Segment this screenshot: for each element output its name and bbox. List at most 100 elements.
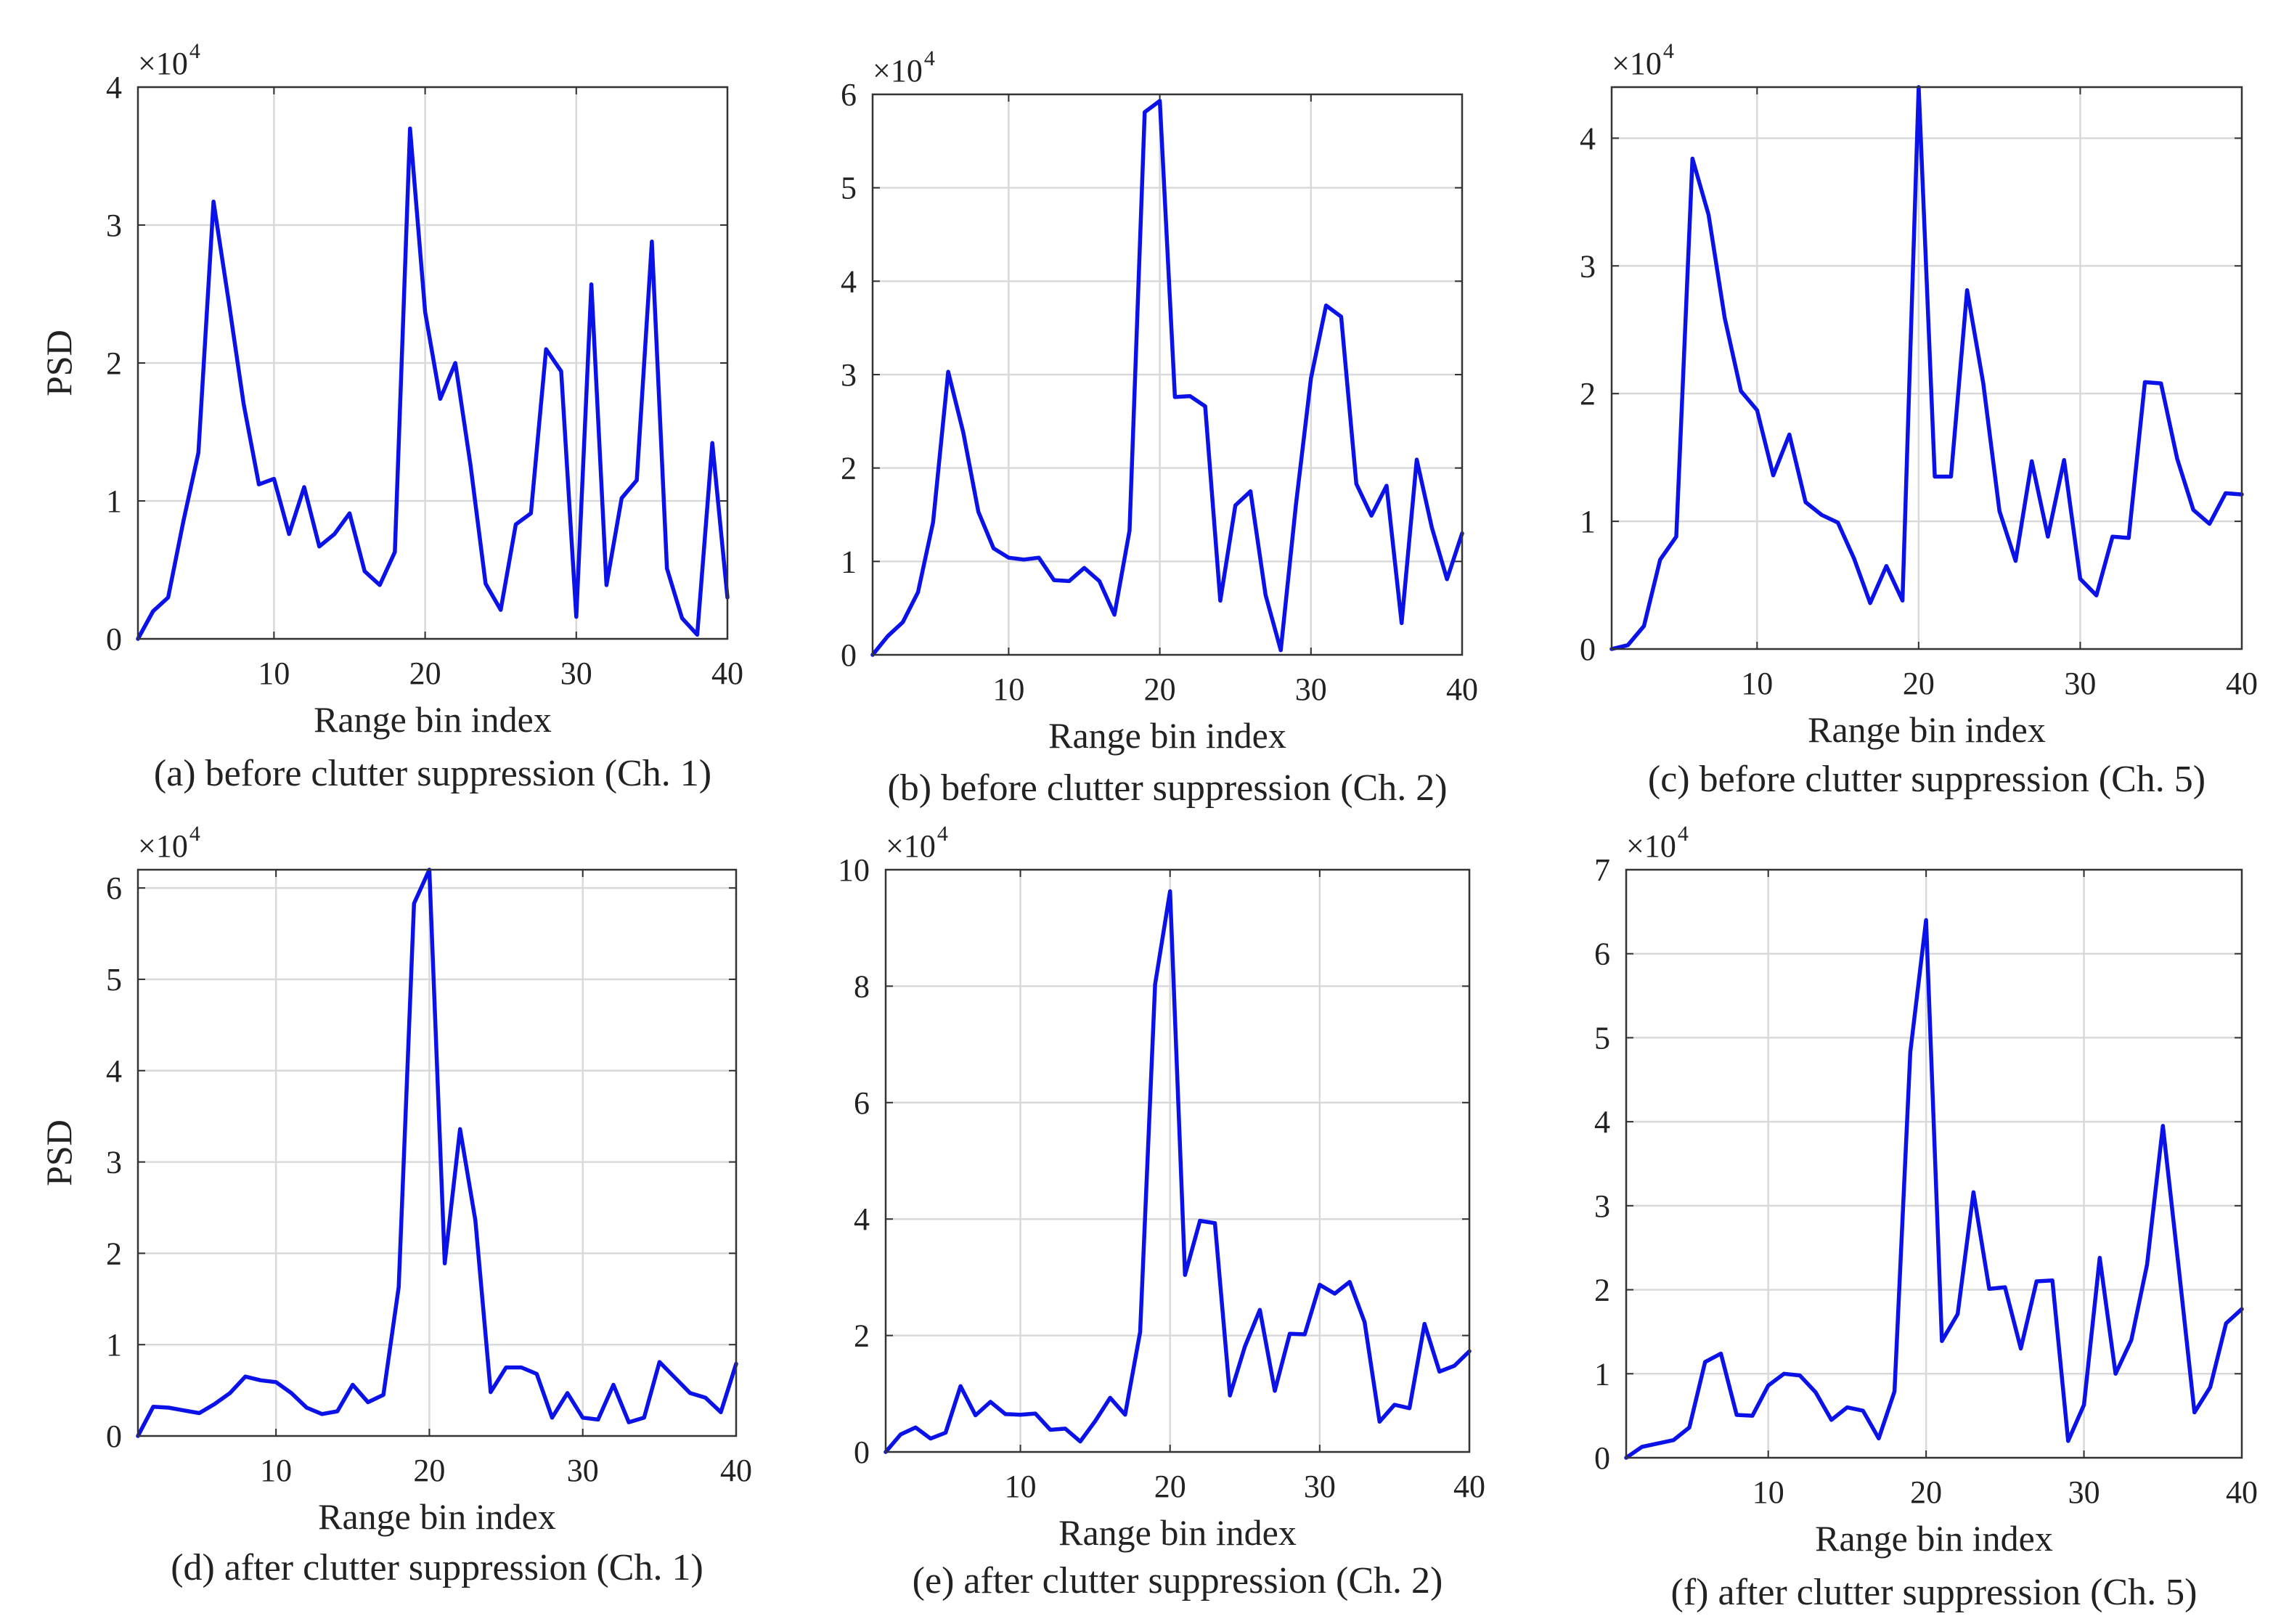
chart-5-point-38 — [2224, 1322, 2227, 1325]
chart-3-point-36 — [689, 1392, 692, 1395]
chart-1-point-36 — [1416, 458, 1419, 461]
chart-0-point-27 — [544, 348, 547, 351]
chart-1-ytick-label-6: 6 — [841, 77, 857, 113]
chart-4-point-11 — [1049, 1429, 1052, 1432]
chart-2-point-33 — [2143, 380, 2146, 383]
chart-3-point-16 — [382, 1393, 385, 1396]
chart-4-point-2 — [914, 1426, 917, 1429]
chart-4-point-17 — [1138, 1331, 1141, 1334]
chart-2-ytick-label-0: 0 — [1580, 632, 1596, 667]
chart-0-point-5 — [212, 200, 215, 203]
chart-0-point-22 — [469, 464, 472, 467]
chart-1-point-1 — [886, 634, 889, 637]
chart-3-point-15 — [367, 1400, 370, 1403]
chart-1-point-23 — [1219, 599, 1222, 602]
chart-0-point-34 — [650, 240, 653, 243]
chart-4-plot-area — [886, 870, 1469, 1452]
chart-5-point-32 — [2130, 1339, 2133, 1342]
chart-3-ytick-label-1: 1 — [106, 1327, 122, 1363]
chart-3-point-10 — [290, 1392, 293, 1395]
chart-2-point-28 — [2062, 459, 2065, 462]
chart-1-point-25 — [1249, 490, 1252, 493]
chart-5-point-18 — [1909, 1050, 1911, 1053]
chart-4-point-37 — [1438, 1370, 1441, 1373]
chart-4-xtick-label-2: 30 — [1304, 1469, 1336, 1504]
chart-4-point-20 — [1183, 1273, 1186, 1276]
chart-0-ytick-label-0: 0 — [106, 621, 122, 657]
chart-3-point-22 — [474, 1219, 477, 1222]
chart-2-point-10 — [1772, 474, 1775, 477]
chart-1-point-34 — [1385, 484, 1388, 487]
chart-1-point-11 — [1037, 556, 1040, 559]
chart-3-xtick-label-2: 30 — [567, 1453, 599, 1488]
chart-2-xtick-label-2: 30 — [2064, 666, 2096, 701]
chart-4-multiplier: ×10 — [886, 828, 936, 864]
chart-5-point-14 — [1845, 1406, 1848, 1409]
chart-1-point-35 — [1400, 621, 1403, 624]
chart-3-point-6 — [229, 1392, 232, 1395]
chart-2-xlabel: Range bin index — [1808, 709, 2046, 750]
chart-2-point-4 — [1675, 535, 1678, 538]
chart-3-point-29 — [582, 1416, 584, 1419]
chart-5-point-26 — [2035, 1280, 2038, 1283]
chart-4-ytick-label-3: 6 — [854, 1085, 870, 1121]
chart-1-point-26 — [1264, 594, 1267, 597]
chart-3-point-12 — [321, 1413, 324, 1416]
chart-5-caption: (f) after clutter suppression (Ch. 5) — [1671, 1572, 2198, 1613]
chart-2-point-25 — [2014, 560, 2017, 563]
chart-3-point-5 — [213, 1403, 216, 1405]
chart-0-point-28 — [560, 370, 563, 372]
chart-1-caption: (b) before clutter suppression (Ch. 2) — [887, 767, 1447, 809]
chart-0-caption: (a) before clutter suppression (Ch. 1) — [154, 753, 711, 794]
chart-1-point-38 — [1445, 578, 1448, 581]
chart-0-xtick-label-3: 40 — [711, 656, 743, 691]
chart-2-multiplier: ×10 — [1612, 46, 1662, 81]
chart-2-point-22 — [1966, 289, 1969, 292]
chart-1-ytick-label-3: 3 — [841, 357, 857, 393]
chart-0-point-1 — [152, 610, 155, 613]
chart-4-point-26 — [1273, 1390, 1276, 1392]
chart-2-xtick-label-1: 20 — [1903, 666, 1935, 701]
chart-0-point-11 — [303, 486, 306, 489]
chart-3-point-2 — [167, 1406, 170, 1409]
chart-5-point-12 — [1814, 1391, 1817, 1394]
chart-2-axes-box — [1610, 86, 2243, 650]
chart-4-point-30 — [1333, 1292, 1336, 1295]
chart-1-point-12 — [1053, 579, 1056, 582]
chart-3-point-26 — [535, 1372, 538, 1375]
chart-0-point-3 — [181, 521, 184, 523]
chart-3-multiplier-exp: 4 — [189, 822, 200, 846]
chart-4-xlabel: Range bin index — [1058, 1512, 1297, 1553]
chart-3-ytick-label-2: 2 — [106, 1236, 122, 1271]
chart-1-point-16 — [1113, 613, 1116, 616]
chart-4-point-15 — [1109, 1396, 1111, 1399]
chart-0-point-24 — [499, 608, 502, 611]
chart-4-point-4 — [944, 1432, 947, 1435]
chart-0-point-17 — [393, 550, 396, 553]
chart-0-point-23 — [484, 582, 487, 585]
chart-1-point-13 — [1068, 579, 1071, 582]
chart-3-point-11 — [305, 1406, 308, 1409]
chart-4-point-6 — [974, 1413, 977, 1416]
chart-2-point-16 — [1869, 602, 1872, 605]
chart-1-point-14 — [1082, 566, 1085, 569]
chart-5-series-line — [1624, 918, 2244, 1460]
chart-4-point-31 — [1348, 1281, 1351, 1284]
chart-5-point-35 — [2177, 1265, 2180, 1268]
chart-2-point-37 — [2208, 523, 2211, 526]
chart-4-point-24 — [1244, 1345, 1246, 1348]
chart-3-point-38 — [719, 1411, 722, 1413]
chart-5-point-29 — [2083, 1403, 2086, 1406]
chart-0-point-37 — [695, 633, 698, 636]
chart-0-point-30 — [590, 283, 593, 286]
chart-1-axes-box — [871, 93, 1464, 656]
chart-0-point-31 — [605, 584, 608, 587]
chart-2-point-12 — [1804, 501, 1807, 504]
chart-2-point-23 — [1982, 382, 1985, 385]
chart-1-point-27 — [1279, 649, 1282, 652]
chart-3-point-25 — [520, 1366, 523, 1369]
chart-0-point-33 — [635, 479, 638, 481]
chart-1-point-30 — [1325, 304, 1328, 307]
chart-1-point-3 — [916, 591, 919, 594]
